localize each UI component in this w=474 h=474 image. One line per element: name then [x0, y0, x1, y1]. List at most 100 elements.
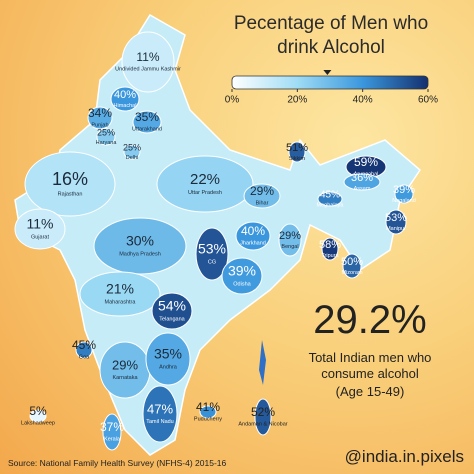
region: [79, 271, 161, 317]
region-name: Uttarakhand: [132, 126, 162, 132]
region-name: Tamil Nadu: [146, 419, 174, 425]
region-value: 45%: [320, 190, 340, 201]
region-value: 25%: [123, 142, 141, 152]
source: Source: National Family Health Survey (N…: [8, 458, 227, 468]
national-value: 29.2%: [313, 298, 427, 342]
region-name: Himachal: [114, 103, 137, 109]
region-value: 22%: [190, 171, 220, 188]
region: [343, 173, 381, 191]
region: [317, 191, 343, 207]
region-name: Gujarat: [31, 234, 50, 240]
region-name: Delhi: [126, 155, 139, 161]
region: [394, 184, 414, 204]
region-name: Jharkhand: [240, 240, 266, 246]
region-value: 21%: [106, 281, 134, 297]
region-name: Telangana: [159, 316, 185, 322]
region-name: Manipur: [386, 226, 406, 232]
region-name: Punjab: [91, 122, 108, 128]
legend-tick-label: 0%: [225, 95, 240, 106]
region-name: Andhra: [159, 364, 178, 370]
region-value: 54%: [158, 298, 186, 314]
region: [199, 405, 217, 419]
region: [102, 413, 122, 451]
region-value: 39%: [228, 263, 256, 279]
legend-bar: [231, 75, 429, 90]
legend-tick-label: 40%: [353, 95, 373, 106]
region-value: 53%: [198, 241, 226, 257]
region-value: 45%: [72, 338, 96, 352]
region: [75, 341, 93, 359]
region-value: 37%: [100, 420, 124, 434]
legend-tick-label: 60%: [418, 95, 438, 106]
region-value: 53%: [385, 212, 407, 224]
region: [29, 409, 47, 423]
national-age: (Age 15-49): [335, 384, 405, 399]
region-value: 29%: [279, 230, 301, 242]
region-name: Meghalaya: [317, 202, 345, 208]
region-name: Tripura: [321, 253, 339, 259]
region-name: Andaman & Nicobar: [238, 421, 287, 427]
region: [110, 86, 140, 112]
region-name: CG: [208, 259, 216, 265]
region-value: 40%: [114, 89, 136, 101]
region: [342, 253, 362, 279]
region-name: Lakshadweep: [21, 420, 55, 426]
region: [121, 31, 175, 93]
region: [123, 144, 141, 160]
region: [385, 209, 407, 235]
region-name: Goa: [79, 354, 90, 360]
region-value: 41%: [196, 400, 220, 414]
region-value: 11%: [136, 50, 159, 64]
region: [87, 106, 113, 130]
region-value: 35%: [135, 110, 159, 124]
national-caption: Total Indian men who consume alcohol: [308, 350, 432, 381]
region-name: Haryana: [96, 140, 118, 146]
region-value: 11%: [27, 216, 54, 232]
region-name: Undivided Jammu Kashmir: [115, 66, 181, 72]
region-name: Mizoram: [341, 270, 363, 276]
region: [235, 221, 271, 251]
region-name: Puducherry: [194, 416, 222, 422]
national-marker: [323, 70, 332, 75]
region: [278, 223, 302, 257]
region-value: 16%: [52, 169, 88, 189]
region-value: 29%: [250, 184, 274, 198]
region: [96, 128, 116, 146]
region-name: Assam: [354, 186, 371, 192]
region-name: Uttar Pradesh: [188, 190, 222, 196]
region-value: 30%: [126, 233, 154, 249]
region: [321, 237, 339, 261]
region-name: Nagaland: [392, 198, 416, 204]
region: [151, 292, 193, 330]
region-value: 5%: [29, 404, 47, 418]
region-value: 29%: [112, 357, 138, 372]
region: [145, 332, 191, 386]
region-name: Karnataka: [112, 375, 138, 381]
region-name: Bengal: [281, 244, 298, 250]
region-value: 59%: [354, 155, 378, 169]
region: [142, 385, 178, 443]
region-value: 58%: [319, 239, 341, 251]
region-value: 51%: [286, 142, 308, 154]
region-name: Bihar: [256, 200, 269, 206]
region-name: Rajasthan: [58, 191, 83, 197]
region-name: Sikkim: [289, 156, 306, 162]
region-name: Madhya Pradesh: [119, 251, 161, 257]
region-value: 47%: [147, 401, 173, 416]
region: [156, 155, 254, 213]
region-value: 36%: [351, 172, 373, 184]
region: [14, 208, 66, 250]
region-name: Odisha: [233, 281, 251, 287]
region-value: 35%: [154, 346, 182, 362]
region: [93, 217, 187, 275]
region-value: 34%: [88, 106, 112, 120]
region-value: 50%: [341, 256, 363, 268]
region-name: Kerala: [104, 436, 121, 442]
island-outline: [259, 340, 266, 385]
region: [243, 183, 281, 209]
title: Pecentage of Men who drink Alcohol: [233, 13, 429, 58]
region: [195, 227, 229, 281]
handle: @india.in.pixels: [344, 447, 464, 466]
